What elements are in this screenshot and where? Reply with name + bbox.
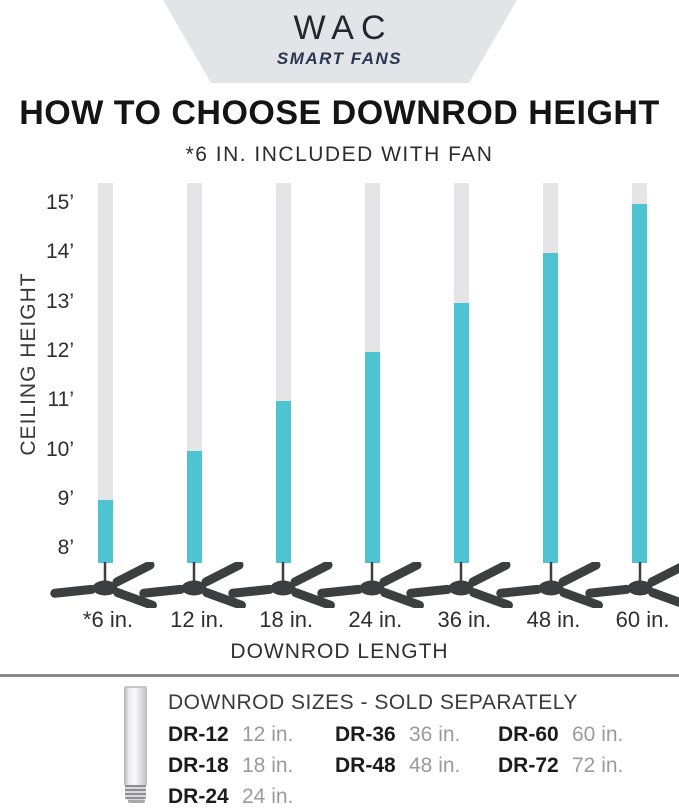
- x-tick-label: 48 in.: [526, 607, 581, 632]
- legend-column: DR-36 36 in. DR-48 48 in.: [335, 723, 460, 785]
- y-tick-label: 14’: [45, 240, 74, 264]
- legend-item: DR-12 12 in.: [168, 723, 294, 746]
- legend-item-size: 36 in.: [409, 723, 461, 746]
- legend-item-model: DR-12: [168, 723, 229, 746]
- y-tick-label: 13’: [45, 289, 74, 313]
- x-tick-label: 60 in.: [615, 607, 670, 632]
- legend-item: DR-60 60 in.: [498, 723, 624, 746]
- downrod-height-chart: CEILING HEIGHT 15’ 14’ 13’ 12’ 11’ 10’ 9’ 8’ *6…: [17, 183, 679, 663]
- legend-item: DR-72 72 in.: [498, 754, 624, 777]
- legend-item-size: 60 in.: [572, 723, 624, 746]
- y-tick-label: 15’: [45, 191, 74, 214]
- x-axis-title: DOWNROD LENGTH: [230, 640, 449, 663]
- legend-item-size: 24 in.: [242, 785, 294, 808]
- y-tick-label: 9’: [57, 486, 74, 510]
- legend-item-model: DR-72: [498, 754, 559, 777]
- x-tick-label: 12 in.: [170, 607, 224, 632]
- legend-item-model: DR-48: [335, 754, 396, 777]
- legend-item-size: 12 in.: [242, 723, 294, 746]
- ceiling-fan-icon: [404, 560, 518, 610]
- brand-logo: WAC: [293, 9, 393, 47]
- section-divider: [0, 674, 679, 677]
- page-subtitle: *6 IN. INCLUDED WITH FAN: [185, 143, 494, 166]
- page-title: HOW TO CHOOSE DOWNROD HEIGHT: [19, 94, 660, 132]
- downrod-photo-threads: [125, 785, 146, 800]
- legend-column: DR-12 12 in. DR-18 18 in. DR-24 24 in.: [168, 723, 293, 808]
- downrod-photo-tip: [128, 800, 145, 803]
- ceiling-fan-icon: [315, 560, 429, 610]
- legend-item: DR-48 48 in.: [335, 754, 461, 777]
- ceiling-fan-icon: [494, 560, 608, 610]
- brand-banner: WAC SMART FANS: [163, 0, 517, 83]
- legend-item: DR-18 18 in.: [168, 754, 294, 777]
- legend-item-size: 48 in.: [409, 754, 461, 777]
- x-tick-label: *6 in.: [82, 607, 134, 632]
- bar-fill: [364, 351, 380, 563]
- bar-fill: [275, 401, 291, 563]
- bar-track: [97, 183, 113, 563]
- bar-fill: [186, 450, 202, 563]
- legend-column: DR-60 60 in. DR-72 72 in.: [498, 723, 623, 785]
- x-tick-label: 36 in.: [437, 607, 492, 632]
- x-tick-label: 18 in.: [259, 607, 314, 632]
- legend-item-size: 18 in.: [242, 754, 294, 777]
- legend-item-model: DR-60: [498, 723, 559, 746]
- legend-title: DOWNROD SIZES - SOLD SEPARATELY: [168, 691, 578, 714]
- legend-item-model: DR-36: [335, 723, 396, 746]
- bar-fill: [453, 302, 469, 563]
- ceiling-fan-icon: [48, 560, 162, 610]
- bar-fill: [97, 499, 113, 563]
- brand-tagline: SMART FANS: [276, 49, 403, 68]
- legend-item-model: DR-18: [168, 754, 229, 777]
- downrod-photo: [124, 686, 147, 785]
- y-tick-label: 8’: [57, 536, 74, 560]
- bar-fill: [632, 204, 648, 563]
- y-tick-label: 11’: [47, 388, 74, 412]
- x-tick-label: 24 in.: [348, 607, 403, 632]
- y-tick-label: 12’: [45, 338, 74, 362]
- legend-item-size: 72 in.: [572, 754, 624, 777]
- ceiling-fan-icon: [137, 560, 251, 610]
- y-tick-label: 10’: [45, 437, 74, 461]
- legend-item: DR-36 36 in.: [335, 723, 461, 746]
- legend-item-model: DR-24: [168, 785, 229, 808]
- ceiling-fan-icon: [583, 560, 679, 610]
- legend-item: DR-24 24 in.: [168, 785, 294, 808]
- ceiling-fan-icon: [226, 560, 340, 610]
- bar-fill: [543, 253, 558, 563]
